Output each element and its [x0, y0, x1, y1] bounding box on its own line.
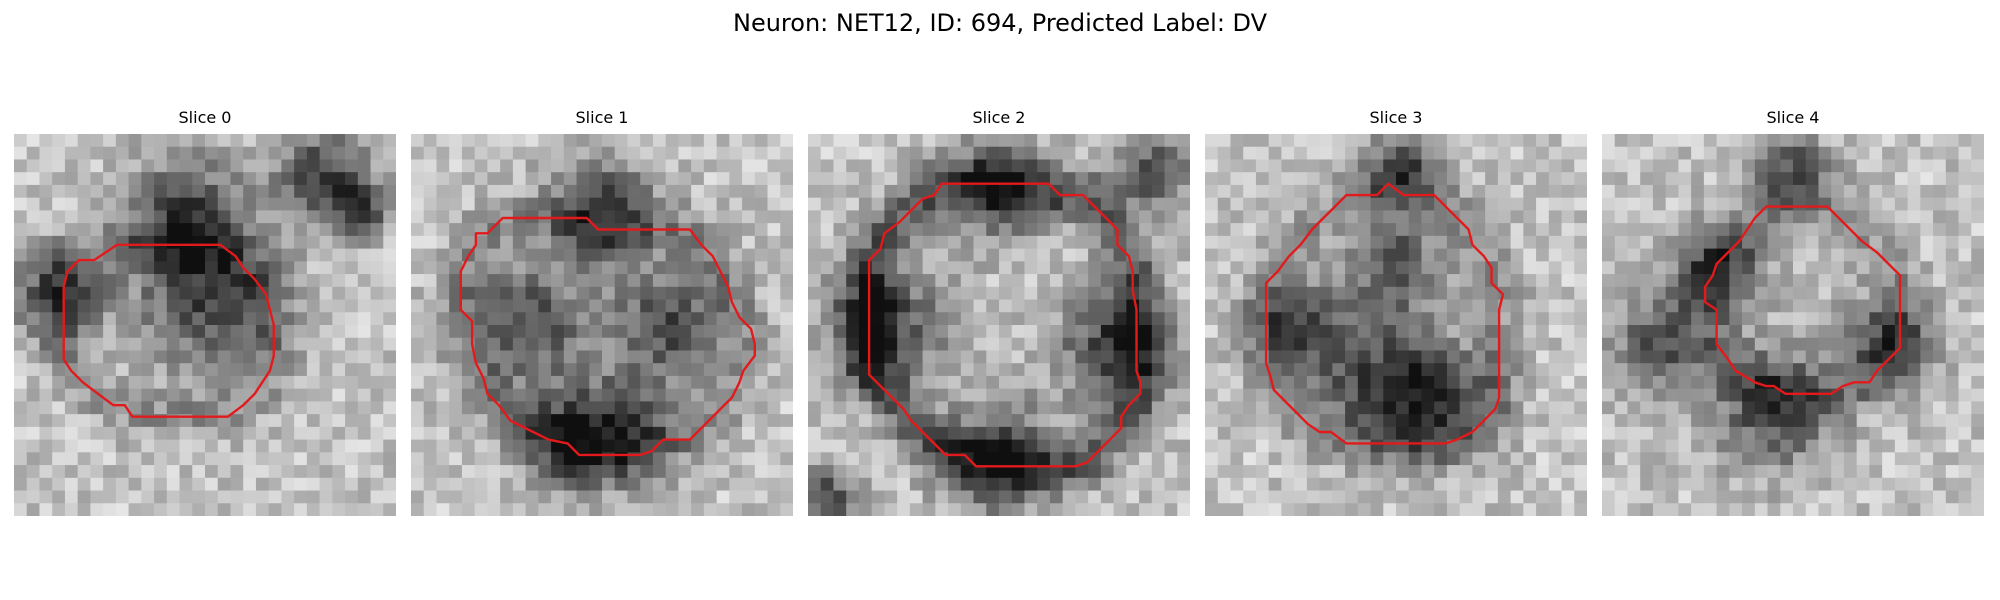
roi-contour	[867, 182, 1142, 468]
slice-title: Slice 1	[575, 108, 629, 127]
slice-panel-4: Slice 4	[1602, 108, 1984, 516]
slice-panel-0: Slice 0	[14, 108, 396, 516]
slice-panel-2: Slice 2	[808, 108, 1190, 516]
roi-contour	[62, 243, 275, 418]
slice-title: Slice 0	[178, 108, 232, 127]
slice-title: Slice 4	[1766, 108, 1820, 127]
pixel-grid	[1602, 134, 1984, 516]
roi-contour	[1703, 205, 1902, 395]
pixel-grid	[808, 134, 1190, 516]
slice-title: Slice 2	[972, 108, 1026, 127]
roi-contour	[459, 216, 756, 457]
pixel-grid	[14, 134, 396, 516]
slice-panel-1: Slice 1	[411, 108, 793, 516]
pixel-grid	[1205, 134, 1587, 516]
slice-title: Slice 3	[1369, 108, 1423, 127]
figure-title: Neuron: NET12, ID: 694, Predicted Label:…	[732, 9, 1268, 37]
roi-contour	[1264, 182, 1505, 445]
slice-image	[808, 134, 1190, 516]
slice-image	[411, 134, 793, 516]
slice-image	[1205, 134, 1587, 516]
pixel-grid	[411, 134, 793, 516]
slice-panel-3: Slice 3	[1205, 108, 1587, 516]
slice-image	[1602, 134, 1984, 516]
slice-image	[14, 134, 396, 516]
